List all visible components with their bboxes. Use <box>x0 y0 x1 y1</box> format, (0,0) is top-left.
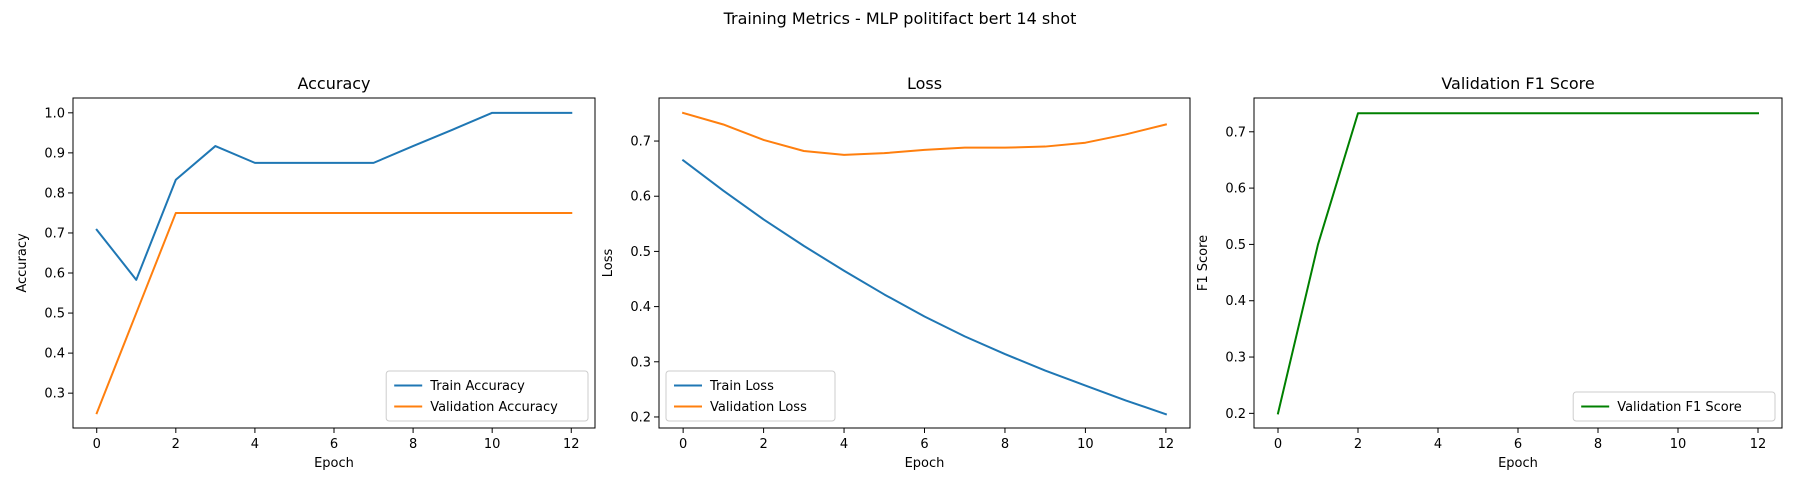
validation-f1-score-ytick-label: 0.5 <box>1225 238 1246 253</box>
validation-f1-score-title: Validation F1 Score <box>1441 74 1594 93</box>
loss-legend-box <box>665 370 836 422</box>
validation-f1-score-line <box>1276 112 1759 415</box>
validation-f1-score-ytick-label: 0.2 <box>1225 407 1246 422</box>
loss-xlabel: Epoch <box>905 456 945 471</box>
accuracy-ytick-label: 0.3 <box>44 387 65 402</box>
loss-ytick-label: 0.6 <box>630 190 651 205</box>
loss-xtick-label: 8 <box>1001 437 1009 452</box>
accuracy-xtick-label: 8 <box>409 437 417 452</box>
loss-xtick-label: 6 <box>920 437 928 452</box>
train-loss-legend-label: Train Loss <box>709 379 774 394</box>
accuracy-ytick-label: 0.9 <box>44 146 65 161</box>
train-loss-line <box>681 158 1168 416</box>
validation-f1-score-chart: Validation F1 Score 0 2 4 6 8 10 12 0.2 0.3 0.4 0.5… <box>1196 74 1783 471</box>
validation-loss-legend-label: Validation Loss <box>710 400 807 415</box>
loss-ytick-label: 0.3 <box>630 355 651 370</box>
validation-f1-score-xtick-label: 10 <box>1670 437 1687 452</box>
accuracy-xtick-label: 0 <box>93 437 101 452</box>
loss-xtick-label: 12 <box>1158 437 1175 452</box>
loss-title: Loss <box>907 74 942 93</box>
accuracy-legend: Train Accuracy Validation Accuracy <box>385 370 589 422</box>
accuracy-ytick-label: 0.4 <box>44 347 65 362</box>
loss-chart: Loss 0 2 4 6 8 10 12 0.2 0.3 0.4 0.5 0.6 0.7 Epoch Loss… <box>601 74 1191 471</box>
loss-xtick-label: 4 <box>840 437 848 452</box>
validation-f1-score-xtick-label: 2 <box>1354 437 1362 452</box>
accuracy-ytick-label: 0.8 <box>44 186 65 201</box>
loss-ytick-label: 0.4 <box>630 300 651 315</box>
validation-f1-score-legend-label: Validation F1 Score <box>1617 400 1742 415</box>
validation-f1-score-xtick-label: 12 <box>1750 437 1767 452</box>
validation-f1-score-xtick-label: 0 <box>1274 437 1282 452</box>
accuracy-title: Accuracy <box>297 74 370 93</box>
validation-f1-score-ytick-label: 0.6 <box>1225 182 1246 197</box>
validation-f1-score-legend: Validation F1 Score <box>1572 391 1776 422</box>
accuracy-ytick-label: 0.7 <box>44 226 65 241</box>
validation-f1-score-legend-box <box>1572 391 1776 422</box>
validation-f1-score-xtick-label: 8 <box>1594 437 1602 452</box>
loss-ytick-label: 0.2 <box>630 410 651 425</box>
accuracy-chart: Accuracy 0 2 4 6 8 10 12 0.3 0.4 0.5 0.6 0.7 0.8 0.9 1.… <box>15 74 596 471</box>
validation-f1-score-ytick-label: 0.3 <box>1225 351 1246 366</box>
loss-xtick-label: 0 <box>679 437 687 452</box>
validation-accuracy-legend-label: Validation Accuracy <box>430 400 558 415</box>
figure-suptitle: Training Metrics - MLP politifact bert 1… <box>723 9 1077 28</box>
validation-f1-score-axes-frame <box>1253 97 1783 429</box>
validation-f1-score-xtick-label: 4 <box>1434 437 1442 452</box>
train-accuracy-legend-label: Train Accuracy <box>429 379 525 394</box>
accuracy-xtick-label: 2 <box>172 437 180 452</box>
loss-xtick-label: 10 <box>1077 437 1094 452</box>
accuracy-xtick-label: 4 <box>251 437 259 452</box>
accuracy-xtick-label: 12 <box>563 437 580 452</box>
train-accuracy-line <box>95 111 573 281</box>
validation-loss-line <box>681 111 1168 156</box>
validation-f1-score-xtick-label: 6 <box>1514 437 1522 452</box>
validation-f1-score-ytick-label: 0.4 <box>1225 294 1246 309</box>
validation-f1-score-ylabel: F1 Score <box>1196 235 1211 291</box>
accuracy-ytick-label: 1.0 <box>44 106 65 121</box>
loss-ylabel: Loss <box>601 249 616 278</box>
loss-legend: Train Loss Validation Loss <box>665 370 836 422</box>
accuracy-ytick-label: 0.5 <box>44 307 65 322</box>
validation-f1-score-xlabel: Epoch <box>1498 456 1538 471</box>
accuracy-ytick-label: 0.6 <box>44 267 65 282</box>
accuracy-ylabel: Accuracy <box>15 233 30 293</box>
accuracy-legend-box <box>385 370 589 422</box>
accuracy-xtick-label: 6 <box>330 437 338 452</box>
accuracy-xtick-label: 10 <box>484 437 501 452</box>
loss-ytick-label: 0.7 <box>630 135 651 150</box>
loss-ytick-label: 0.5 <box>630 245 651 260</box>
validation-f1-score-ytick-label: 0.7 <box>1225 125 1246 140</box>
validation-accuracy-line <box>95 211 573 415</box>
accuracy-xlabel: Epoch <box>314 456 354 471</box>
loss-xtick-label: 2 <box>759 437 767 452</box>
